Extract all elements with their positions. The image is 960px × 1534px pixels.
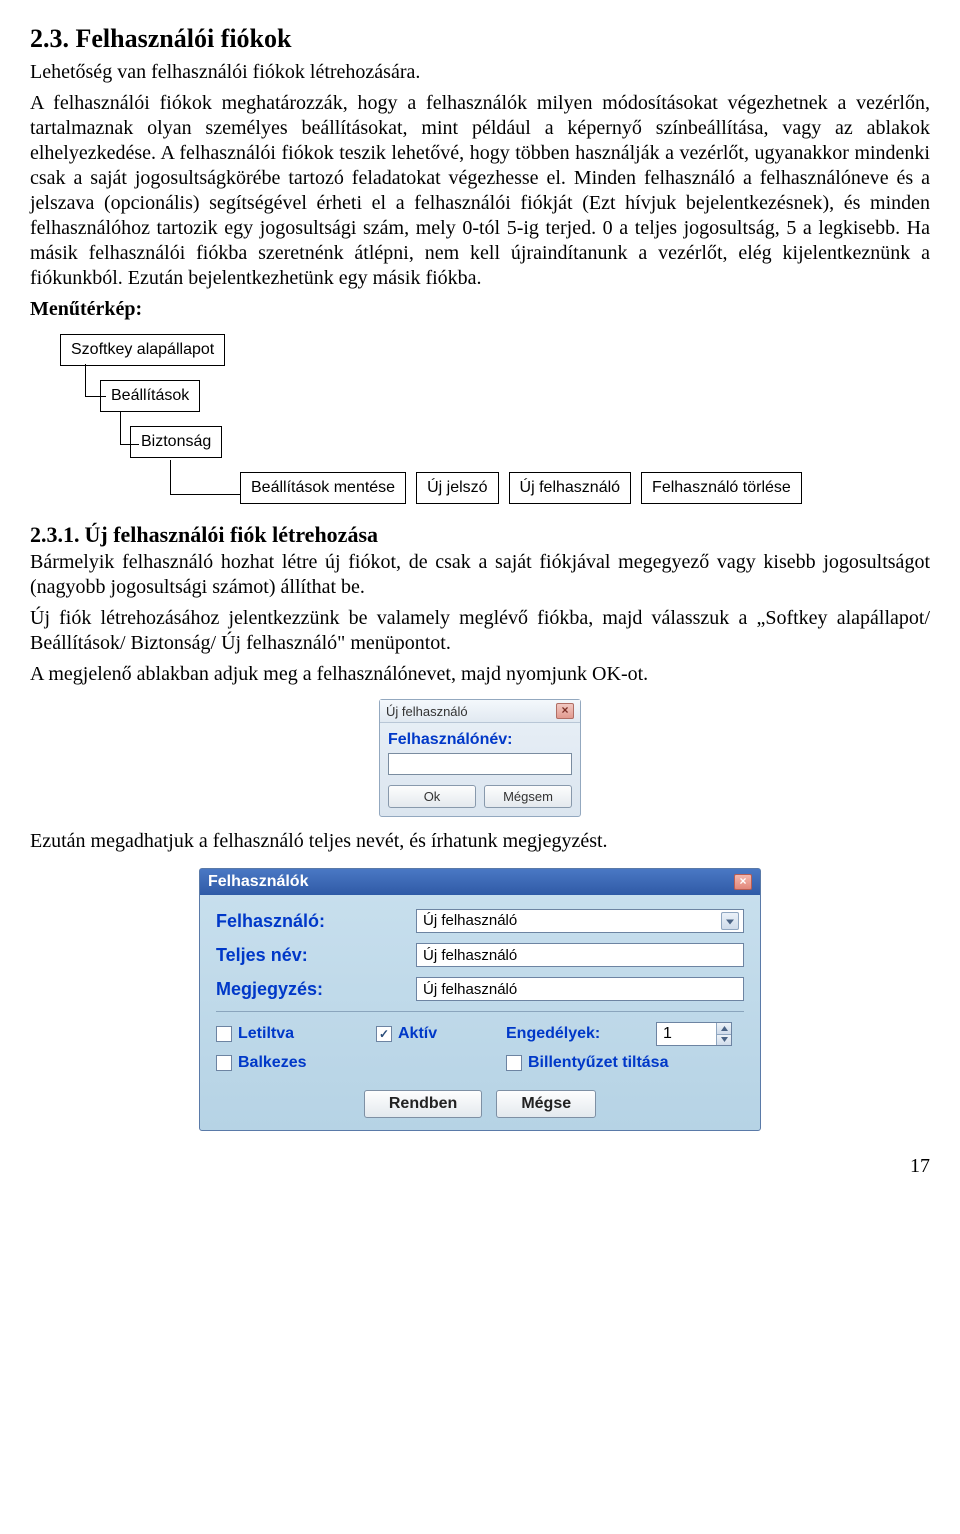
menu-leaf-newpw: Új jelszó xyxy=(416,472,498,504)
cancel-button[interactable]: Mégsem xyxy=(484,785,572,808)
section-title: Felhasználói fiókok xyxy=(76,24,292,53)
menu-node-security: Biztonság xyxy=(130,426,222,458)
subsection-number: 2.3.1. xyxy=(30,522,80,547)
page-number: 17 xyxy=(30,1155,930,1178)
user-select-value: Új felhasználó xyxy=(423,912,517,929)
subsection-p4: Ezután megadhatjuk a felhasználó teljes … xyxy=(30,829,930,854)
note-label: Megjegyzés: xyxy=(216,979,416,1000)
new-user-dialog: Új felhasználó × Felhasználónév: Ok Mégs… xyxy=(379,699,581,817)
menu-node-root: Szoftkey alapállapot xyxy=(60,334,225,366)
subsection-p2: Új fiók létrehozásához jelentkezzünk be … xyxy=(30,606,930,656)
close-icon[interactable]: × xyxy=(556,703,574,719)
disabled-label: Letiltva xyxy=(238,1025,294,1043)
chevron-up-icon[interactable] xyxy=(716,1023,731,1035)
perm-value: 1 xyxy=(663,1025,672,1043)
checkbox-icon xyxy=(216,1055,232,1071)
perm-stepper[interactable]: 1 xyxy=(656,1022,732,1046)
dialog1-title-text: Új felhasználó xyxy=(386,704,468,719)
fullname-input[interactable] xyxy=(416,943,744,967)
menumap-label: Menűtérkép: xyxy=(30,297,930,322)
cancel-button[interactable]: Mégse xyxy=(496,1090,596,1118)
ok-button[interactable]: Rendben xyxy=(364,1090,482,1118)
disabled-checkbox[interactable]: Letiltva xyxy=(216,1025,376,1043)
menu-tree: Szoftkey alapállapot Beállítások Biztons… xyxy=(30,332,930,504)
note-input[interactable] xyxy=(416,977,744,1001)
section-number: 2.3. xyxy=(30,24,69,53)
kbdisable-checkbox[interactable]: Billentyűzet tiltása xyxy=(506,1054,716,1072)
user-select[interactable]: Új felhasználó xyxy=(416,909,744,933)
perm-label: Engedélyek: xyxy=(506,1025,656,1043)
checkbox-icon xyxy=(216,1026,232,1042)
menu-leaf-newuser: Új felhasználó xyxy=(509,472,632,504)
section-heading: 2.3. Felhasználói fiókok xyxy=(30,24,930,54)
lefthand-checkbox[interactable]: Balkezes xyxy=(216,1054,376,1072)
fullname-label: Teljes név: xyxy=(216,945,416,966)
users-dialog: Felhasználók × Felhasználó: Új felhaszná… xyxy=(199,868,761,1131)
close-icon[interactable]: × xyxy=(734,874,752,890)
intro-line: Lehetőség van felhasználói fiókok létreh… xyxy=(30,60,930,85)
menu-leaf-save: Beállítások mentése xyxy=(240,472,406,504)
menu-leaf-deluser: Felhasználó törlése xyxy=(641,472,802,504)
user-label: Felhasználó: xyxy=(216,911,416,932)
lefthand-label: Balkezes xyxy=(238,1054,307,1072)
separator xyxy=(216,1011,744,1012)
username-input[interactable] xyxy=(388,753,572,775)
checkbox-icon: ✓ xyxy=(376,1026,392,1042)
menu-node-settings: Beállítások xyxy=(100,380,200,412)
ok-button[interactable]: Ok xyxy=(388,785,476,808)
username-label: Felhasználónév: xyxy=(388,731,572,749)
subsection-p1: Bármelyik felhasználó hozhat létre új fi… xyxy=(30,550,930,600)
subsection-p3: A megjelenő ablakban adjuk meg a felhasz… xyxy=(30,662,930,687)
dialog1-titlebar: Új felhasználó × xyxy=(380,700,580,723)
checkbox-icon xyxy=(506,1055,522,1071)
dialog2-titlebar: Felhasználók × xyxy=(200,869,760,895)
active-checkbox[interactable]: ✓ Aktív xyxy=(376,1025,506,1043)
main-paragraph: A felhasználói fiókok meghatározzák, hog… xyxy=(30,91,930,291)
kbdisable-label: Billentyűzet tiltása xyxy=(528,1054,668,1072)
dialog2-title-text: Felhasználók xyxy=(208,873,308,891)
subsection-title: Új felhasználói fiók létrehozása xyxy=(85,522,379,547)
active-label: Aktív xyxy=(398,1025,437,1043)
chevron-down-icon[interactable] xyxy=(716,1035,731,1046)
